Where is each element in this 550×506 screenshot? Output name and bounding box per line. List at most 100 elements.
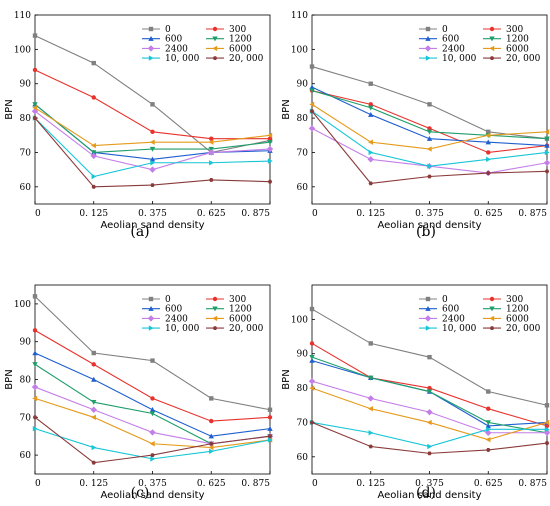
- data-point: [368, 149, 374, 156]
- data-point: [309, 420, 315, 425]
- data-point: [368, 430, 374, 436]
- data-point: [309, 101, 315, 108]
- data-point: [208, 149, 215, 156]
- data-point: [368, 102, 373, 107]
- legend-label: 600: [442, 305, 459, 315]
- legend-label: 10, 000: [165, 324, 200, 334]
- x-axis-label: Aeolian sand density: [100, 220, 204, 231]
- data-point: [209, 160, 214, 166]
- data-point: [544, 403, 550, 408]
- data-point: [426, 129, 433, 135]
- data-point: [32, 33, 38, 38]
- data-point: [32, 105, 38, 111]
- legend-label: 6000: [229, 314, 252, 324]
- data-point: [486, 426, 491, 433]
- data-point: [368, 406, 373, 412]
- data-point: [427, 102, 432, 107]
- data-point: [31, 108, 39, 115]
- x-tick-label: 0. 375: [138, 479, 167, 489]
- y-axis-label: BPN: [281, 99, 292, 119]
- data-point: [32, 116, 38, 120]
- legend-label: 10, 000: [165, 54, 200, 64]
- data-point: [209, 441, 214, 446]
- data-point: [309, 84, 315, 90]
- data-point: [32, 328, 38, 333]
- legend-marker: [212, 306, 218, 312]
- legend-label: 10, 000: [442, 324, 477, 334]
- data-point: [486, 156, 491, 163]
- legend-label: 0: [442, 295, 448, 305]
- data-point: [485, 436, 491, 443]
- legend-label: 20, 000: [506, 324, 541, 334]
- data-point: [309, 109, 315, 114]
- data-point: [427, 174, 432, 179]
- legend-marker: [212, 26, 218, 32]
- legend-label: 600: [165, 35, 182, 45]
- data-point: [368, 139, 373, 145]
- data-point: [486, 406, 491, 411]
- data-point: [31, 383, 39, 391]
- x-tick-label: 0. 125: [356, 479, 385, 489]
- y-tick-label: 80: [297, 114, 309, 124]
- data-point: [209, 178, 214, 182]
- legend-marker: [489, 306, 495, 312]
- legend-marker: [425, 325, 431, 331]
- data-point: [485, 139, 491, 145]
- data-point: [485, 420, 491, 426]
- y-tick-label: 100: [14, 45, 31, 55]
- y-tick-label: 60: [20, 183, 32, 193]
- legend-marker: [147, 45, 155, 52]
- data-point: [208, 433, 214, 439]
- data-point: [367, 156, 374, 163]
- x-tick-label: 0: [312, 479, 318, 489]
- x-tick-label: 0. 875: [241, 209, 270, 219]
- data-point: [267, 425, 273, 431]
- x-tick-label: 0. 375: [415, 209, 444, 219]
- data-point: [149, 156, 156, 162]
- legend-label: 600: [165, 305, 182, 315]
- data-point: [150, 102, 155, 107]
- data-point: [309, 64, 315, 69]
- chart-panel-3: 60 70 80 90 100 0 0. 125 0. 375 0. 625 0. 875 Aeol…: [281, 284, 550, 501]
- data-point: [91, 376, 97, 382]
- data-point: [426, 389, 433, 395]
- x-tick-label: 0. 125: [79, 479, 108, 489]
- data-point: [91, 350, 96, 356]
- panel-caption: (a): [130, 224, 149, 240]
- data-point: [309, 354, 315, 360]
- legend-marker: [148, 36, 154, 41]
- data-point: [544, 441, 550, 445]
- y-tick-label: 80: [20, 376, 32, 386]
- x-tick-label: 0. 625: [197, 479, 226, 489]
- data-point: [544, 149, 550, 156]
- data-point: [426, 419, 432, 426]
- y-tick-label: 70: [20, 148, 32, 158]
- x-axis-label: Aeolian sand density: [377, 220, 481, 231]
- legend-marker: [148, 296, 154, 302]
- legend-marker: [424, 45, 432, 52]
- data-point: [544, 169, 550, 174]
- data-point: [308, 378, 316, 385]
- y-tick-label: 100: [14, 300, 31, 310]
- x-axis-label: Aeolian sand density: [377, 490, 481, 501]
- x-tick-label: 0. 375: [138, 209, 167, 219]
- y-tick-label: 110: [14, 11, 31, 21]
- legend-marker: [424, 315, 432, 322]
- data-point: [267, 437, 273, 443]
- data-point: [267, 136, 273, 141]
- y-tick-label: 70: [297, 148, 309, 158]
- legend-marker: [425, 26, 431, 32]
- data-point: [32, 350, 38, 356]
- data-point: [32, 395, 38, 402]
- legend-marker: [489, 26, 495, 32]
- data-point: [208, 444, 214, 451]
- data-point: [150, 160, 156, 166]
- y-tick-label: 90: [297, 80, 309, 90]
- legend-marker: [425, 36, 431, 41]
- data-point: [91, 142, 96, 149]
- legend-marker: [425, 296, 431, 302]
- legend-label: 600: [442, 35, 459, 45]
- y-tick-label: 60: [20, 451, 32, 461]
- legend-marker: [148, 55, 154, 61]
